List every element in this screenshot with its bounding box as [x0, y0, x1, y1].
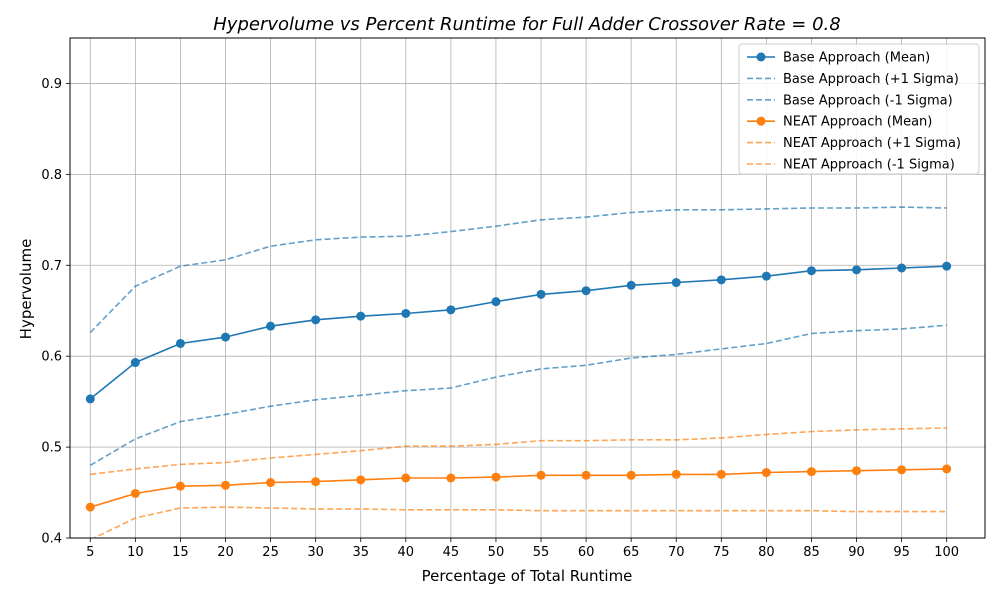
data-point	[806, 467, 816, 477]
data-point	[581, 470, 591, 480]
x-tick-label: 50	[488, 545, 505, 560]
data-point	[311, 477, 321, 487]
y-tick-label: 0.4	[41, 532, 62, 547]
sigma-line	[89, 206, 947, 334]
legend-entry-label: NEAT Approach (-1 Sigma)	[783, 158, 955, 173]
data-point	[716, 469, 726, 479]
data-point	[85, 394, 95, 404]
x-tick-label: 15	[172, 545, 189, 560]
x-tick-label: 90	[848, 545, 865, 560]
data-point	[130, 488, 140, 498]
data-point	[806, 266, 816, 276]
mean-line	[89, 265, 947, 400]
data-point	[175, 338, 185, 348]
plot-frame	[69, 37, 986, 539]
data-point	[761, 468, 771, 478]
data-point	[311, 315, 321, 325]
x-tick-label: 20	[217, 545, 234, 560]
data-point	[897, 263, 907, 273]
series-1	[89, 206, 947, 334]
sigma-line	[92, 506, 947, 538]
x-tick-label: 70	[668, 545, 685, 560]
x-tick-label: 55	[533, 545, 550, 560]
y-tick-label: 0.9	[41, 77, 62, 92]
legend: Base Approach (Mean) Base Approach (+1 Si…	[738, 43, 980, 175]
series-4	[90, 427, 947, 476]
data-point	[85, 502, 95, 512]
x-axis-label: Percentage of Total Runtime	[422, 567, 633, 585]
y-tick-label: 0.7	[41, 259, 62, 274]
data-point	[356, 475, 366, 485]
data-point	[446, 305, 456, 315]
legend-entry-label: NEAT Approach (+1 Sigma)	[783, 136, 961, 151]
legend-marker	[756, 116, 766, 126]
series-5	[92, 506, 947, 538]
data-point	[221, 332, 231, 342]
series-0	[85, 261, 952, 404]
legend-marker	[756, 52, 766, 62]
data-point	[897, 465, 907, 475]
data-point	[491, 472, 501, 482]
series-3	[85, 464, 952, 512]
data-point	[852, 466, 862, 476]
x-tick-label: 5	[86, 545, 94, 560]
legend-entry-label: Base Approach (+1 Sigma)	[783, 72, 959, 87]
x-tick-label: 40	[398, 545, 415, 560]
y-tick-label: 0.6	[41, 350, 62, 365]
x-tick-label: 75	[713, 545, 730, 560]
legend-box	[738, 43, 980, 175]
series-layer	[85, 206, 952, 538]
data-point	[401, 473, 411, 483]
series-2	[89, 324, 947, 466]
x-tick-label: 80	[758, 545, 775, 560]
data-point	[626, 280, 636, 290]
data-point	[446, 473, 456, 483]
data-point	[852, 265, 862, 275]
y-tick-label: 0.5	[41, 441, 62, 456]
x-tick-label: 85	[803, 545, 820, 560]
data-point	[401, 308, 411, 318]
sigma-line	[89, 324, 947, 466]
mean-line	[90, 468, 947, 508]
x-tick-label: 10	[127, 545, 144, 560]
data-point	[356, 311, 366, 321]
data-point	[536, 289, 546, 299]
y-tick-label: 0.8	[41, 168, 62, 183]
legend-entry-label: NEAT Approach (Mean)	[783, 115, 932, 130]
legend-entry-label: Base Approach (-1 Sigma)	[783, 93, 953, 108]
data-point	[716, 275, 726, 285]
x-tick-label: 25	[262, 545, 279, 560]
data-point	[671, 469, 681, 479]
x-tick-label: 95	[893, 545, 910, 560]
x-tick-label: 30	[307, 545, 324, 560]
x-tick-label: 35	[352, 545, 369, 560]
data-point	[626, 470, 636, 480]
data-point	[671, 278, 681, 288]
sigma-line	[90, 427, 947, 476]
data-point	[175, 481, 185, 491]
data-point	[130, 358, 140, 368]
x-tick-label: 45	[443, 545, 460, 560]
data-point	[581, 286, 591, 296]
data-point	[221, 480, 231, 490]
data-point	[266, 478, 276, 488]
data-point	[491, 297, 501, 307]
y-axis-label: Hypervolume	[17, 239, 35, 340]
data-point	[942, 464, 952, 474]
data-point	[942, 261, 952, 271]
data-point	[761, 271, 771, 281]
x-axis-ticks: 5 10 15 20 25 30 35 40 45 50 55 60 65 70 75 80 85 90 95 100	[86, 538, 959, 560]
x-tick-label: 65	[623, 545, 640, 560]
y-axis-ticks: 0.4 0.5 0.6 0.7 0.8 0.9	[41, 77, 70, 547]
data-point	[266, 321, 276, 331]
chart-title: Hypervolume vs Percent Runtime for Full …	[213, 14, 840, 35]
data-point	[536, 470, 546, 480]
x-tick-label: 100	[934, 545, 959, 560]
legend-entry-label: Base Approach (Mean)	[783, 51, 930, 66]
x-tick-label: 60	[578, 545, 595, 560]
